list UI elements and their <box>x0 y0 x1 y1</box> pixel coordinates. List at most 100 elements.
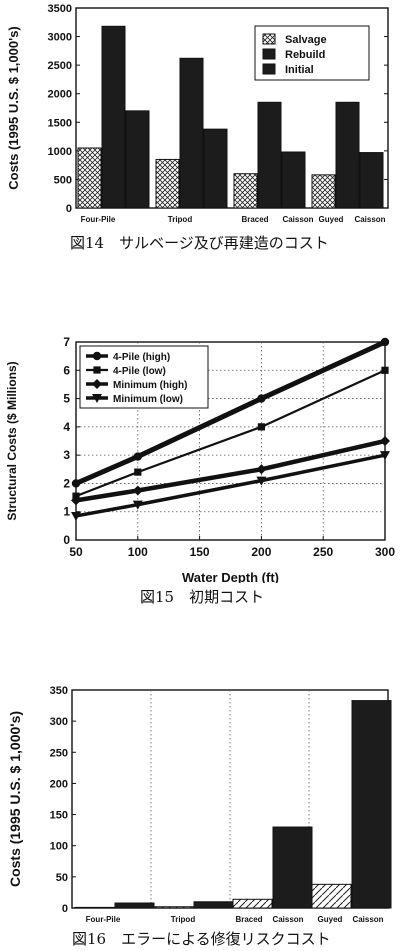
legend-marker-minimum-high <box>92 379 102 389</box>
bar-tripod-2 <box>203 128 228 209</box>
bar-four-pile-1 <box>114 902 155 909</box>
bar-braced-caisson-0 <box>233 173 258 209</box>
y-tick-label: 1 <box>63 505 70 519</box>
point-4-pile-high <box>71 479 81 488</box>
y-tick-label: 200 <box>50 778 68 790</box>
legend-label-salvage: Salvage <box>285 34 327 46</box>
point-4-pile-low <box>257 423 265 431</box>
figure-16-caption: 図16 エラーによる修復リスクコスト <box>72 930 331 948</box>
y-tick-label: 2500 <box>48 60 72 72</box>
series-line-4-pile-high <box>75 339 387 486</box>
chart-initial-costs: 50 100 150 200 250 300 0 1 2 3 4 5 6 7 4-Pile (high) 4-… <box>5 335 395 583</box>
legend-swatch-rebuild <box>262 48 276 60</box>
y-axis-label: Structural Costs ($ Millions) <box>5 361 19 520</box>
chart-repair-risk-costs: 0 50 100 150 200 250 300 350 Four-Pile Tripod Brac… <box>7 685 392 924</box>
point-minimum-low <box>71 511 81 521</box>
y-tick-label: 2 <box>63 476 70 490</box>
x-tick-label: Braced <box>241 215 268 224</box>
x-axis-label: Water Depth (ft) <box>182 570 279 583</box>
x-tick-label: 150 <box>190 545 210 559</box>
y-tick-label: 250 <box>50 747 68 759</box>
x-tick-label: 300 <box>375 545 395 559</box>
x-tick-label: 200 <box>251 545 271 559</box>
bar-four-pile-2 <box>125 110 150 209</box>
bar-tripod-1 <box>179 57 204 209</box>
y-tick-label: 6 <box>63 363 70 377</box>
series-line-minimum-low <box>75 453 386 518</box>
legend-label-4-pile-low: 4-Pile (low) <box>113 366 166 377</box>
bar-guyed-caisson-0 <box>311 883 352 909</box>
point-minimum-high <box>256 464 267 475</box>
point-minimum-low <box>132 500 143 510</box>
point-4-pile-low <box>134 468 142 476</box>
bar-braced-caisson-0 <box>232 898 273 909</box>
legend-swatch-salvage <box>262 33 276 45</box>
y-tick-label: 1000 <box>48 146 72 158</box>
bar-four-pile-0 <box>74 906 115 909</box>
x-tick-label: Four-Pile <box>81 215 116 224</box>
legend-marker-4-pile-low <box>93 366 101 374</box>
y-tick-label: 5 <box>63 392 70 406</box>
bar-braced-caisson-1 <box>257 101 282 209</box>
series-line-4-pile-low <box>75 369 386 498</box>
x-tick-label: Tripod <box>168 215 193 224</box>
bar-four-pile-1 <box>101 25 126 209</box>
point-4-pile-high <box>133 452 142 461</box>
x-tick-label: Guyed <box>318 915 343 924</box>
point-4-pile-high <box>380 337 390 347</box>
bar-tripod-0 <box>155 158 180 209</box>
y-tick-label: 50 <box>56 872 68 884</box>
bar-braced-caisson-2 <box>281 151 306 209</box>
x-tick-label: Caisson <box>352 915 383 924</box>
y-tick-label: 1500 <box>48 117 72 129</box>
point-minimum-high <box>132 485 143 496</box>
point-minimum-low <box>380 451 390 461</box>
y-axis-label: Costs (1995 U.S. $ 1,000's) <box>7 711 23 887</box>
x-tick-label: Guyed <box>319 215 344 224</box>
x-tick-label: Caisson <box>282 215 313 224</box>
y-tick-label: 3500 <box>48 3 72 15</box>
point-minimum-low <box>256 476 267 486</box>
y-tick-label: 7 <box>63 335 70 349</box>
bar-guyed-caisson-1 <box>335 101 360 209</box>
bar-guyed-caisson-2 <box>359 152 384 209</box>
point-minimum-high <box>380 436 390 446</box>
y-axis-label: Costs (1995 U.S. $ 1,000's) <box>6 26 21 190</box>
x-tick-label: Caisson <box>354 215 385 224</box>
y-tick-label: 500 <box>54 174 72 186</box>
x-tick-label: 50 <box>69 545 83 559</box>
x-tick-label: Four-Pile <box>86 915 121 924</box>
x-tick-label: Braced <box>235 915 262 924</box>
y-tick-label: 3 <box>63 448 70 462</box>
y-tick-label: 3000 <box>48 32 72 44</box>
figure-15-caption: 図15 初期コスト <box>140 588 265 606</box>
y-tick-label: 100 <box>50 841 68 853</box>
x-tick-label: Caisson <box>272 915 303 924</box>
x-tick-label: 250 <box>313 545 333 559</box>
figure-14-caption: 図14 サルベージ及び再建造のコスト <box>70 234 329 252</box>
point-4-pile-low <box>381 366 389 374</box>
point-4-pile-high <box>257 394 266 403</box>
y-tick-label: 0 <box>66 203 72 215</box>
x-tick-label: 100 <box>128 545 148 559</box>
legend-marker-4-pile-high <box>92 351 102 361</box>
y-tick-label: 0 <box>63 533 70 547</box>
legend-marker-minimum-low <box>92 394 102 403</box>
y-tick-label: 350 <box>50 685 68 697</box>
legend-label-minimum-low: Minimum (low) <box>113 394 183 405</box>
series-line-minimum-high <box>75 438 386 503</box>
bar-tripod-1 <box>193 901 234 909</box>
y-tick-label: 2000 <box>48 89 72 101</box>
point-minimum-high <box>71 495 81 506</box>
bar-guyed-caisson-1 <box>351 700 392 909</box>
bar-braced-caisson-1 <box>272 826 313 909</box>
chart-salvage-rebuild: 0 500 1000 1500 2000 2500 3000 3500 Four-Pile Tri… <box>6 3 389 224</box>
legend-label-minimum-high: Minimum (high) <box>113 380 187 391</box>
y-tick-label: 0 <box>62 903 68 915</box>
y-tick-label: 4 <box>63 420 70 434</box>
x-tick-label: Tripod <box>171 915 196 924</box>
bar-four-pile-0 <box>77 147 102 209</box>
legend-swatch-initial <box>262 63 276 75</box>
y-tick-label: 150 <box>50 810 68 822</box>
legend-label-4-pile-high: 4-Pile (high) <box>113 352 170 363</box>
